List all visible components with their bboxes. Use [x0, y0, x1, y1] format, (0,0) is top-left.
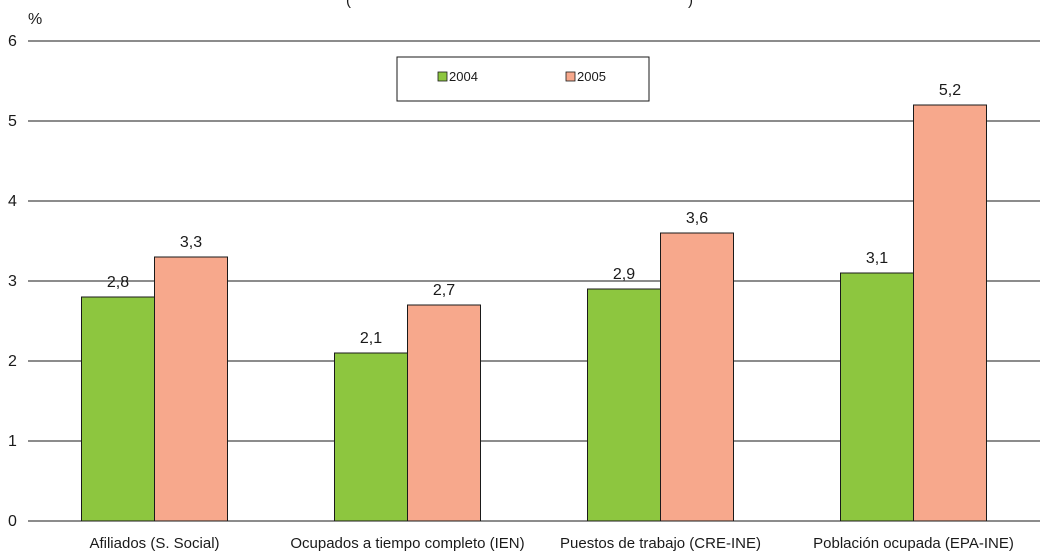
legend-label: 2005 [577, 69, 606, 84]
chart-legend: 2004 2005 [396, 56, 650, 102]
y-tick-label: 0 [8, 513, 17, 530]
x-category-label: Afiliados (S. Social) [89, 535, 219, 551]
y-axis-unit-label: % [28, 11, 42, 28]
x-category-label: Puestos de trabajo (CRE-INE) [560, 535, 761, 551]
bar-value-label: 2,8 [107, 274, 129, 291]
chart-title-close: ) [688, 0, 693, 9]
legend-swatch [437, 71, 448, 82]
bar-value-label: 5,2 [939, 82, 961, 99]
legend-label: 2004 [449, 69, 478, 84]
legend-swatch [565, 71, 576, 82]
bar-value-label: 3,1 [866, 250, 888, 267]
bar-value-label: 3,6 [686, 210, 708, 227]
chart-title-open: ( [346, 0, 351, 9]
y-tick-label: 2 [8, 353, 17, 370]
y-tick-label: 1 [8, 433, 17, 450]
bar [913, 104, 987, 522]
bar [587, 288, 661, 522]
bar-value-label: 2,1 [360, 330, 382, 347]
bar [407, 304, 481, 522]
y-tick-label: 3 [8, 273, 17, 290]
bar [81, 296, 155, 522]
y-tick-label: 5 [8, 113, 17, 130]
x-category-label: Población ocupada (EPA-INE) [813, 535, 1014, 551]
bar [840, 272, 914, 522]
legend-box [396, 56, 650, 102]
bar-value-label: 2,9 [613, 266, 635, 283]
bar [660, 232, 734, 522]
y-tick-label: 6 [8, 33, 17, 50]
bar [154, 256, 228, 522]
x-category-label: Ocupados a tiempo completo (IEN) [290, 535, 524, 551]
bar-value-label: 3,3 [180, 234, 202, 251]
y-tick-label: 4 [8, 193, 17, 210]
bar [334, 352, 408, 522]
bar-value-label: 2,7 [433, 282, 455, 299]
